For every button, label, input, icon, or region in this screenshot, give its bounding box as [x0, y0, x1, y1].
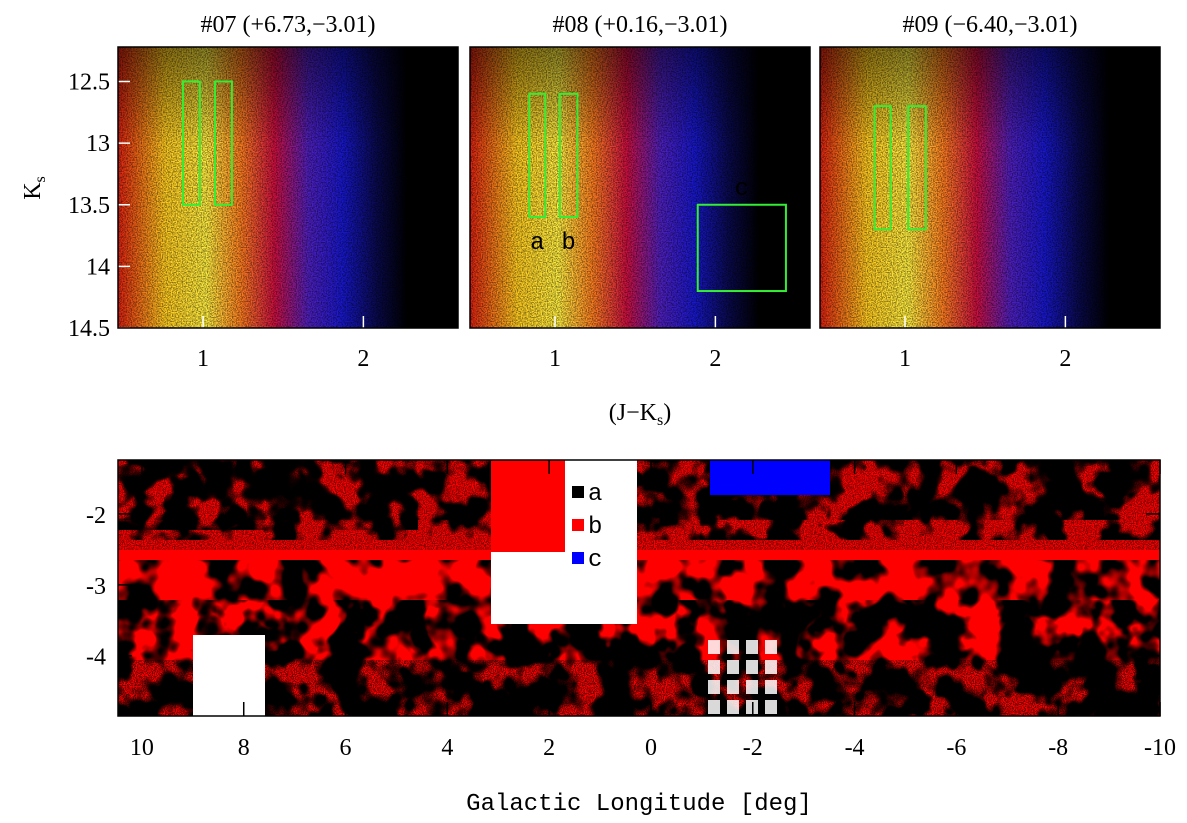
x-tick-label: 4 [441, 735, 453, 761]
y-tick-label: 14 [86, 254, 110, 280]
panel-title: #08 (+0.16,−3.01) [552, 12, 727, 38]
y-tick-label: 14.5 [68, 316, 110, 342]
y-tick-label: -3 [86, 574, 106, 600]
panel-frame [469, 46, 811, 329]
density-grain [118, 47, 458, 328]
selection-box [907, 105, 927, 231]
y-axis-label: Ks [20, 176, 49, 200]
y-tick-label: -4 [86, 645, 106, 671]
legend-label: a [588, 481, 602, 508]
y-tick-label: 12.5 [68, 70, 110, 96]
x-axis-label-part: ) [663, 400, 671, 426]
y-axis-label-part: s [32, 176, 49, 182]
x-tick-label: 1 [549, 346, 561, 372]
legend-label: b [588, 514, 602, 541]
x-tick-label: -2 [743, 735, 763, 761]
x-tick-label: 0 [645, 735, 657, 761]
y-tick-label: -2 [86, 503, 106, 529]
panel-title: #07 (+6.73,−3.01) [200, 12, 375, 38]
panel-title: #09 (−6.40,−3.01) [902, 12, 1077, 38]
box-label: a [530, 230, 544, 257]
selection-box [181, 80, 201, 206]
selection-box [528, 92, 547, 219]
y-axis-label-part: K [20, 182, 46, 200]
x-tick-label: 10 [130, 735, 154, 761]
x-axis-label: Galactic Longitude [deg] [466, 791, 812, 818]
x-tick-label: 2 [709, 346, 721, 372]
map-texture [118, 460, 1160, 716]
selection-box [696, 203, 787, 293]
legend-swatch [572, 486, 584, 498]
x-tick-label: 2 [357, 346, 369, 372]
y-tick-label: 13.5 [68, 193, 110, 219]
map-frame [117, 459, 1161, 717]
x-axis-label-part: s [657, 412, 663, 429]
x-tick-label: 1 [899, 346, 911, 372]
panel-frame [819, 46, 1161, 329]
legend-swatch [572, 552, 584, 564]
x-tick-label: -4 [845, 735, 865, 761]
selection-box [214, 80, 233, 206]
density-grain [820, 47, 1160, 328]
selection-box [873, 105, 892, 231]
x-tick-label: 1 [197, 346, 209, 372]
x-tick-label: 8 [238, 735, 250, 761]
x-tick-label: -10 [1144, 735, 1176, 761]
box-label: c [735, 176, 749, 203]
density-grain [470, 47, 810, 328]
y-tick-label: 13 [86, 131, 110, 157]
x-tick-label: 6 [340, 735, 352, 761]
panel-frame [117, 46, 459, 329]
legend-swatch [572, 519, 584, 531]
x-axis-label: (J−Ks) [609, 400, 671, 429]
box-label: b [561, 230, 575, 257]
x-axis-label-part: (J−K [609, 400, 658, 426]
legend-label: c [588, 547, 602, 574]
x-tick-label: 2 [543, 735, 555, 761]
x-tick-label: -8 [1048, 735, 1068, 761]
x-tick-label: -6 [946, 735, 966, 761]
selection-box [558, 92, 579, 219]
x-tick-label: 2 [1059, 346, 1071, 372]
